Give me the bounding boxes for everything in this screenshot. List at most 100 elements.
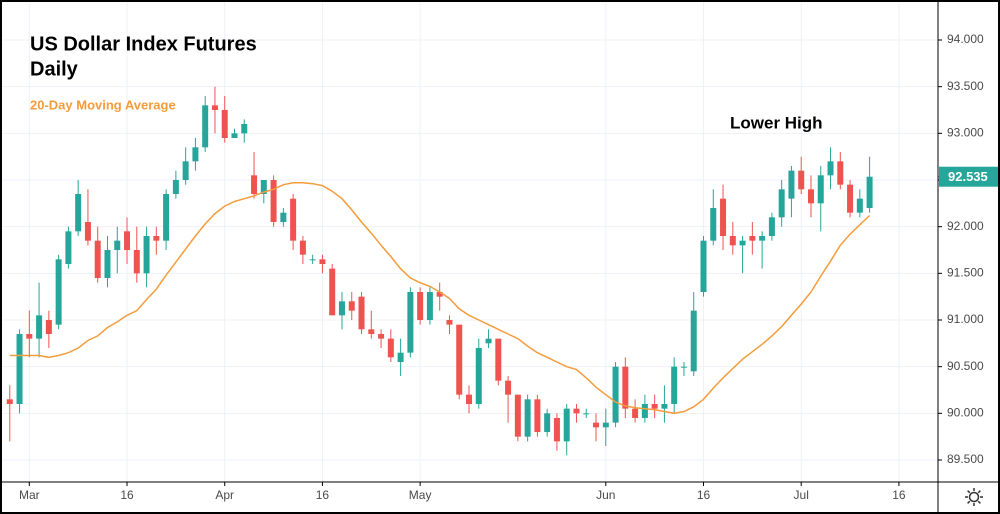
candle-body [778, 189, 785, 218]
y-tick-label: 94.000 [947, 32, 984, 46]
candle-body [368, 329, 375, 334]
candle-body [280, 212, 287, 222]
candle-body [251, 175, 258, 194]
candle-body [124, 231, 131, 250]
axes: 89.500 90.000 90.500 91.000 91.500 92.000 92.5… [19, 32, 1000, 502]
candle-body [75, 194, 82, 232]
candle-body [807, 189, 814, 204]
candle-body [143, 236, 150, 274]
x-tick-label: Apr [215, 488, 234, 502]
candle-body [446, 320, 453, 325]
candle-body [622, 366, 629, 409]
x-tick-label: 16 [697, 488, 711, 502]
candle-body [270, 180, 277, 222]
last-price-label: 92.535 [948, 169, 988, 184]
x-tick-label: Jun [596, 488, 615, 502]
candle-body [358, 296, 365, 330]
candle-body [505, 380, 512, 395]
candle-body [573, 408, 580, 414]
candle-body [710, 208, 717, 241]
candle-body [65, 231, 72, 264]
settings-icon[interactable] [965, 488, 983, 506]
candle-body [514, 394, 521, 437]
settings-icon-ring [968, 491, 980, 503]
candle-body [612, 366, 619, 423]
candle-body [671, 366, 678, 404]
candle-body [827, 161, 834, 176]
candle-body [632, 408, 639, 418]
x-tick-label: Mar [19, 488, 40, 502]
candle-body [866, 176, 873, 208]
candle-body [397, 352, 404, 362]
candle-body [641, 404, 648, 418]
y-tick-label: 90.500 [947, 359, 984, 373]
candle-body [192, 147, 199, 162]
candle-body [417, 292, 424, 320]
x-tick-label: 16 [120, 488, 134, 502]
candle-body [387, 338, 394, 358]
candle-body [211, 105, 218, 110]
chart-subtitle: Daily [30, 58, 79, 80]
candle-body [524, 399, 531, 437]
candle-body [739, 240, 746, 246]
y-tick-label: 91.500 [947, 266, 984, 280]
last-price-box [939, 166, 999, 187]
candle-body [26, 334, 33, 339]
candle-body [16, 334, 23, 404]
candle-body [182, 161, 189, 180]
candle-body [6, 399, 13, 404]
candle-body [456, 324, 463, 395]
y-tick-label: 91.000 [947, 312, 984, 326]
candle-body [700, 240, 707, 292]
y-tick-label: 93.000 [947, 126, 984, 140]
marks [6, 86, 873, 456]
candle-body [84, 222, 91, 241]
settings-icon-spokes [965, 488, 983, 506]
candle-body [729, 236, 736, 246]
candle-body [299, 240, 306, 255]
candle-body [495, 338, 502, 381]
candle-body [720, 198, 727, 236]
candle-body [788, 170, 795, 199]
candle-body [290, 198, 297, 241]
candle-body [534, 399, 541, 432]
candle-body [329, 268, 336, 316]
candle-body [172, 180, 179, 194]
candle-body [133, 250, 140, 274]
x-tick-label: May [409, 488, 432, 502]
candle-body [768, 217, 775, 236]
candle-body [759, 236, 766, 241]
candle-body [485, 338, 492, 344]
candle-body [837, 161, 844, 185]
candle-body [104, 250, 111, 278]
candle-body [856, 198, 863, 213]
candle-body [241, 124, 248, 134]
candle-body [651, 404, 658, 409]
candle-body [221, 110, 228, 138]
candle-body [348, 301, 355, 311]
candle-body [798, 170, 805, 190]
candle-body [153, 236, 160, 241]
candle-body [338, 301, 345, 316]
legend-entry: 20-Day Moving Average [30, 97, 176, 112]
y-tick-label: 90.000 [947, 406, 984, 420]
candle-body [163, 194, 170, 241]
candle-body [466, 394, 472, 404]
candle-body [426, 292, 433, 320]
candle-body [680, 366, 687, 368]
annotation: Lower High [730, 113, 823, 132]
candle-body [593, 422, 600, 428]
candle-body [602, 422, 609, 428]
candle-body [563, 408, 570, 442]
candle-body [661, 404, 668, 409]
x-tick-label: 16 [892, 488, 906, 502]
candle-body [36, 315, 43, 339]
candle-body [94, 240, 101, 278]
candle-body [436, 292, 443, 297]
moving-average-line [9, 182, 871, 415]
candle-body [260, 180, 267, 194]
candle-body [690, 310, 697, 372]
